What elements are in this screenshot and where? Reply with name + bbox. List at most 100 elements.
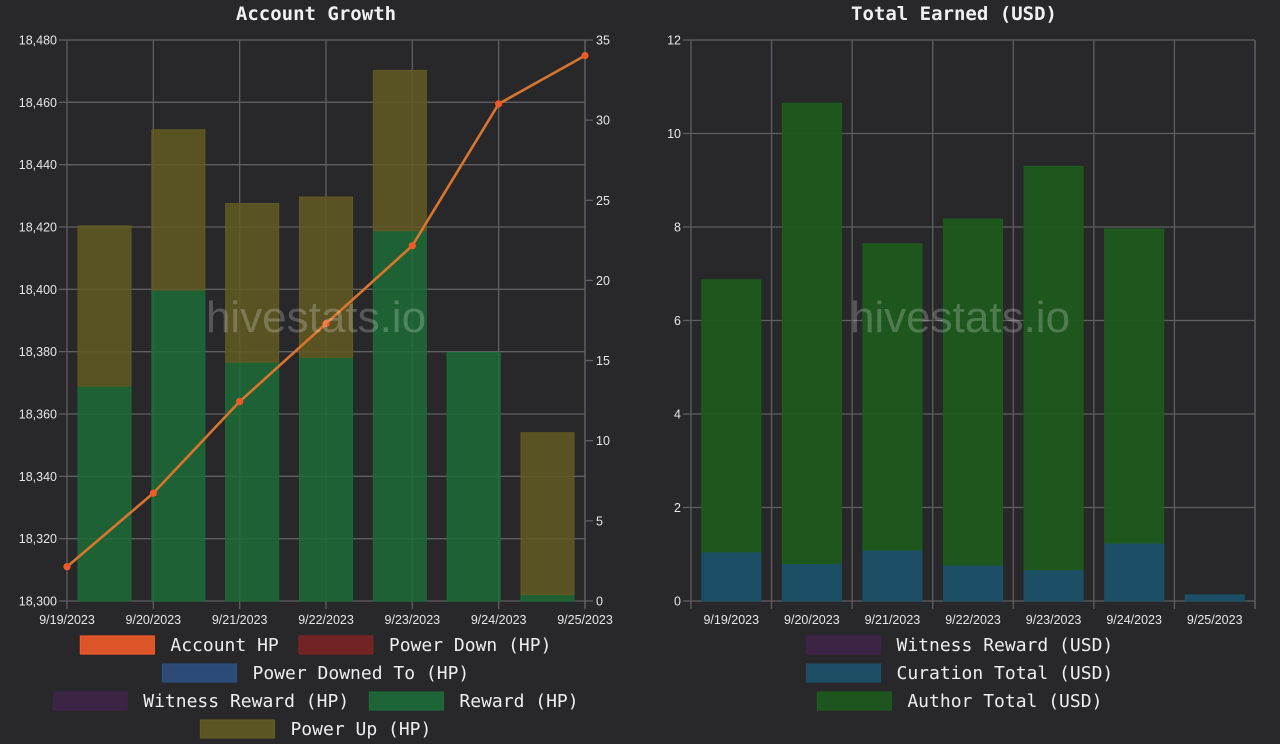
y-right-tick-label: 35 [596,34,610,48]
bar-author-total-usd-2 [862,243,923,551]
bar-marks [77,69,575,602]
bar-power-up-hp-0 [77,225,132,387]
account-growth-chart: Account Growth 18,30018,32018,34018,3601… [19,3,613,740]
bar-curation-total-usd-0 [701,551,762,602]
chart-title: Account Growth [236,3,396,25]
point-account-hp-0 [63,563,71,571]
legend-swatch [368,691,444,711]
y-left-tick-label: 6 [674,314,681,328]
legend-swatch [298,635,374,655]
y-left-tick-label: 18,360 [19,408,57,422]
y-left-tick-label: 18,300 [19,595,57,609]
y-left-tick-label: 10 [667,127,681,141]
bar-reward-hp-5 [446,352,501,602]
legend-swatch [805,635,882,655]
legend-label: Power Down (HP) [389,635,552,656]
legend-label: Power Up (HP) [290,719,431,740]
y-left-tick-label: 0 [674,595,681,609]
legend-label: Account HP [170,635,279,656]
x-tick-label: 9/22/2023 [298,613,354,627]
bar-author-total-usd-3 [943,218,1003,566]
point-account-hp-6 [581,51,589,60]
y-left-tick-label: 4 [674,408,681,422]
legend-label: Witness Reward (USD) [897,635,1114,656]
total-earned-chart: Total Earned (USD) 0 2 4 6 8 10 12 9/19/2023 9/2… [667,3,1256,712]
bar-curation-total-usd-1 [781,563,842,602]
y-left-tick-label: 18,340 [19,470,57,484]
y-left-tick-label: 12 [667,34,681,48]
y-left-tick-label: 18,420 [19,221,57,235]
y-right-tick-label: 15 [596,354,610,368]
bar-author-total-usd-5 [1104,228,1165,544]
legend-label: Power Downed To (HP) [253,663,470,684]
x-tick-label: 9/21/2023 [212,613,268,627]
legend: Witness Reward (USD) Curation Total (USD)… [805,635,1114,712]
legend-swatch [199,719,276,739]
point-account-hp-2 [236,397,244,406]
point-account-hp-3 [322,320,330,328]
y-left-tick-label: 18,460 [19,96,57,110]
x-tick-label: 9/20/2023 [784,613,840,627]
watermark: hivestats.io [206,293,426,342]
bar-curation-total-usd-6 [1184,594,1245,602]
x-tick-label: 9/19/2023 [703,613,759,627]
x-tick-label: 9/22/2023 [945,613,1001,627]
bar-power-up-hp-6 [520,432,575,596]
bar-reward-hp-4 [372,230,427,602]
bar-power-up-hp-2 [225,202,280,363]
bar-curation-total-usd-5 [1104,542,1165,602]
bar-curation-total-usd-4 [1023,569,1084,602]
y-left-tick-label: 2 [674,501,681,515]
bar-power-up-hp-1 [151,129,206,291]
x-tick-label: 9/20/2023 [126,613,182,627]
bar-marks [701,102,1245,602]
legend-label: Witness Reward (HP) [143,691,349,712]
legend-swatch [161,663,238,683]
x-tick-label: 9/25/2023 [557,613,613,627]
y-left-tick-label: 18,400 [19,283,57,297]
legend: Account HP Power Down (HP) Power Downed To… [52,635,579,740]
y-left-tick-label: 18,380 [19,345,57,359]
chart-title: Total Earned (USD) [851,3,1057,25]
y-left-tick-label: 18,440 [19,158,57,172]
watermark: hivestats.io [850,293,1070,342]
legend-swatch [52,691,128,711]
line-series [63,51,589,571]
x-tick-label: 9/21/2023 [865,613,921,627]
y-right-tick-label: 0 [596,595,603,609]
x-tick-label: 9/24/2023 [1106,613,1162,627]
y-left-tick-label: 18,320 [19,532,57,546]
bar-curation-total-usd-2 [862,549,923,602]
x-tick-label: 9/24/2023 [471,613,527,627]
y-right-tick-label: 25 [596,194,610,208]
point-account-hp-4 [408,242,416,250]
point-account-hp-1 [149,489,157,497]
x-tick-label: 9/23/2023 [385,613,441,627]
legend-label: Curation Total (USD) [897,663,1114,684]
x-tick-label: 9/19/2023 [39,613,95,627]
bar-reward-hp-0 [77,385,132,602]
x-tick-label: 9/23/2023 [1026,613,1082,627]
legend-swatch [79,635,155,655]
y-left-tick-label: 18,480 [19,34,57,48]
x-tick-label: 9/25/2023 [1187,613,1243,627]
y-right-tick-label: 5 [596,514,603,528]
bar-power-up-hp-4 [372,69,427,232]
y-right-tick-label: 10 [596,434,610,448]
bar-reward-hp-2 [225,361,280,602]
y-left-tick-label: 8 [674,221,681,235]
axis-ticks: 0 2 4 6 8 10 12 9/19/2023 9/20/2023 9/21/2023 9/22… [667,34,1242,628]
bar-curation-total-usd-3 [943,564,1003,602]
legend-swatch [805,663,882,683]
y-right-tick-label: 30 [596,114,610,128]
bar-reward-hp-3 [299,356,353,602]
legend-swatch [816,691,892,711]
legend-label: Author Total (USD) [907,691,1102,712]
bar-power-up-hp-3 [299,196,353,358]
legend-label: Reward (HP) [459,691,578,712]
bar-author-total-usd-0 [701,279,762,553]
axis-ticks: 18,300 18,320 18,340 18,360 18,380 18,400 18,4… [19,34,613,628]
bar-author-total-usd-4 [1023,165,1084,571]
bar-reward-hp-6 [520,594,575,602]
